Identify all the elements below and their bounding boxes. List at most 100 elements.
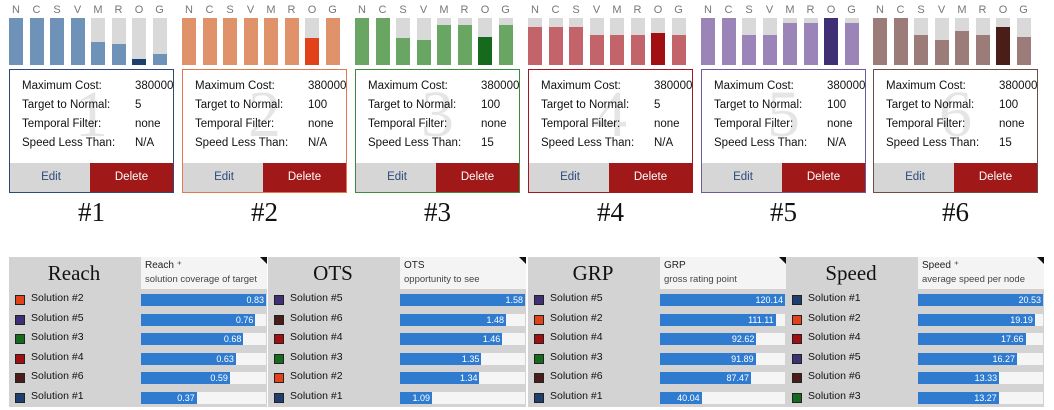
dimension-bars[interactable] <box>873 18 1038 65</box>
dimension-bar <box>934 18 949 65</box>
ranking-row[interactable]: Solution #4 1.46 <box>268 330 526 347</box>
detail-value: N/A <box>827 137 847 149</box>
ranking-row[interactable]: Solution #6 0.59 <box>9 369 267 386</box>
edit-button[interactable]: Edit <box>10 163 92 192</box>
detail-value: none <box>654 118 680 130</box>
ranking-row[interactable]: Solution #2 111.11 <box>528 311 786 328</box>
dimension-bar-fill <box>437 24 451 65</box>
dimension-bars[interactable] <box>355 18 520 65</box>
dimension-bar <box>671 18 686 65</box>
sort-corner-icon <box>1037 257 1044 264</box>
solution-label: #2 <box>251 197 278 227</box>
solution-watermark-number: 5 <box>767 78 800 151</box>
ranking-row[interactable]: Solution #1 0.37 <box>9 389 267 406</box>
detail-label: Target to Normal: <box>886 99 975 111</box>
ranking-row[interactable]: Solution #3 1.35 <box>268 350 526 367</box>
dimension-bar <box>264 18 278 65</box>
solution-card: N C S V M R O G 1 Maximum Cost: 380000 Target to No… <box>9 4 174 193</box>
ranking-row[interactable]: Solution #3 13.27 <box>786 389 1044 406</box>
dimension-bar <box>528 18 542 65</box>
detail-label: Speed Less Than: <box>22 137 116 149</box>
metric-value: 13.33 <box>974 373 998 383</box>
dimension-bar-fill <box>610 34 624 65</box>
metric-header[interactable]: GRP gross rating point <box>660 257 786 289</box>
dimension-letter: M <box>93 4 103 16</box>
ranking-row[interactable]: Solution #4 17.66 <box>786 330 1044 347</box>
metric-bar-fill: 20.53 <box>918 294 1043 306</box>
edit-button[interactable]: Edit <box>356 163 438 192</box>
ranking-row[interactable]: Solution #3 91.89 <box>528 350 786 367</box>
detail-row: Target to Normal: 100 <box>886 99 1027 117</box>
dimension-bar <box>457 18 472 65</box>
metric-header[interactable]: Speed ⁺ average speed per node <box>918 257 1044 289</box>
dimension-bar <box>416 18 431 65</box>
metric-value: 92.62 <box>731 334 755 344</box>
delete-button[interactable]: Delete <box>609 163 692 192</box>
dimension-bar-fill <box>305 38 319 65</box>
sort-corner-icon <box>260 257 267 264</box>
ranking-row[interactable]: Solution #1 20.53 <box>786 291 1044 308</box>
ranking-row[interactable]: Solution #1 40.04 <box>528 389 786 406</box>
delete-button[interactable]: Delete <box>436 163 519 192</box>
detail-row: Temporal Filter: none <box>714 118 855 136</box>
dimension-bars[interactable] <box>701 18 866 65</box>
ranking-row[interactable]: Solution #6 1.48 <box>268 311 526 328</box>
delete-button[interactable]: Delete <box>782 163 865 192</box>
dimension-letter: M <box>785 4 795 16</box>
solution-name: Solution #1 <box>31 389 84 402</box>
dimension-bars[interactable] <box>9 18 174 65</box>
ranking-row[interactable]: Solution #2 19.19 <box>786 311 1044 328</box>
dimension-bar-fill <box>589 34 604 65</box>
detail-value: N/A <box>135 137 155 149</box>
ranking-row[interactable]: Solution #5 120.14 <box>528 291 786 308</box>
dimension-bar-fill <box>671 34 686 65</box>
solution-watermark-number: 1 <box>75 78 108 151</box>
delete-button[interactable]: Delete <box>90 163 173 192</box>
edit-button[interactable]: Edit <box>183 163 265 192</box>
metric-bar-track: 13.27 <box>918 391 1043 404</box>
ranking-row[interactable]: Solution #4 92.62 <box>528 330 786 347</box>
ranking-row[interactable]: Solution #3 0.68 <box>9 330 267 347</box>
ranking-row[interactable]: Solution #2 1.34 <box>268 369 526 386</box>
delete-button[interactable]: Delete <box>263 163 346 192</box>
detail-value: 100 <box>999 99 1019 111</box>
detail-label: Temporal Filter: <box>368 118 448 130</box>
solution-name: Solution #3 <box>808 389 861 402</box>
edit-button[interactable]: Edit <box>874 163 956 192</box>
metric-value: 0.68 <box>223 334 242 344</box>
dimension-bar-fill <box>630 34 645 65</box>
metric-bar-track: 20.53 <box>918 294 1043 306</box>
ranking-row[interactable]: Solution #5 16.27 <box>786 350 1044 367</box>
metric-value: 1.46 <box>482 334 501 344</box>
dimension-letter: V <box>765 4 774 16</box>
ranking-row[interactable]: Solution #4 0.63 <box>9 350 267 367</box>
delete-button[interactable]: Delete <box>954 163 1037 192</box>
edit-button[interactable]: Edit <box>529 163 611 192</box>
solution-details: 1 Maximum Cost: 380000 Target to Normal: 5 Te… <box>9 69 174 193</box>
metric-bar-track: 0.59 <box>141 372 266 384</box>
ranking-row[interactable]: Solution #2 0.83 <box>9 291 267 308</box>
dimension-bars[interactable] <box>182 18 347 65</box>
metric-value: 1.58 <box>505 295 523 305</box>
ranking-row[interactable]: Solution #6 13.33 <box>786 369 1044 386</box>
dimension-bars[interactable] <box>528 18 693 65</box>
ranking-row[interactable]: Solution #1 1.09 <box>268 389 526 406</box>
dimension-letter: N <box>531 4 539 16</box>
detail-row: Speed Less Than: N/A <box>714 137 855 155</box>
detail-value: 380000 <box>827 80 866 92</box>
metric-header[interactable]: OTS opportunity to see <box>400 257 526 289</box>
ranking-row[interactable]: Solution #5 1.58 <box>268 291 526 308</box>
detail-row: Speed Less Than: N/A <box>195 137 336 155</box>
detail-label: Target to Normal: <box>541 99 630 111</box>
sort-corner-icon <box>519 257 526 264</box>
detail-label: Temporal Filter: <box>714 118 794 130</box>
dimension-bar <box>70 18 85 65</box>
dimension-bar <box>9 18 23 65</box>
ranking-row[interactable]: Solution #5 0.76 <box>9 311 267 328</box>
dimension-letter: N <box>876 4 884 16</box>
metric-header[interactable]: Reach ⁺ solution coverage of target <box>141 257 267 289</box>
ranking-row[interactable]: Solution #6 87.47 <box>528 369 786 386</box>
edit-button[interactable]: Edit <box>702 163 784 192</box>
metric-name: Speed ⁺ <box>922 260 959 271</box>
